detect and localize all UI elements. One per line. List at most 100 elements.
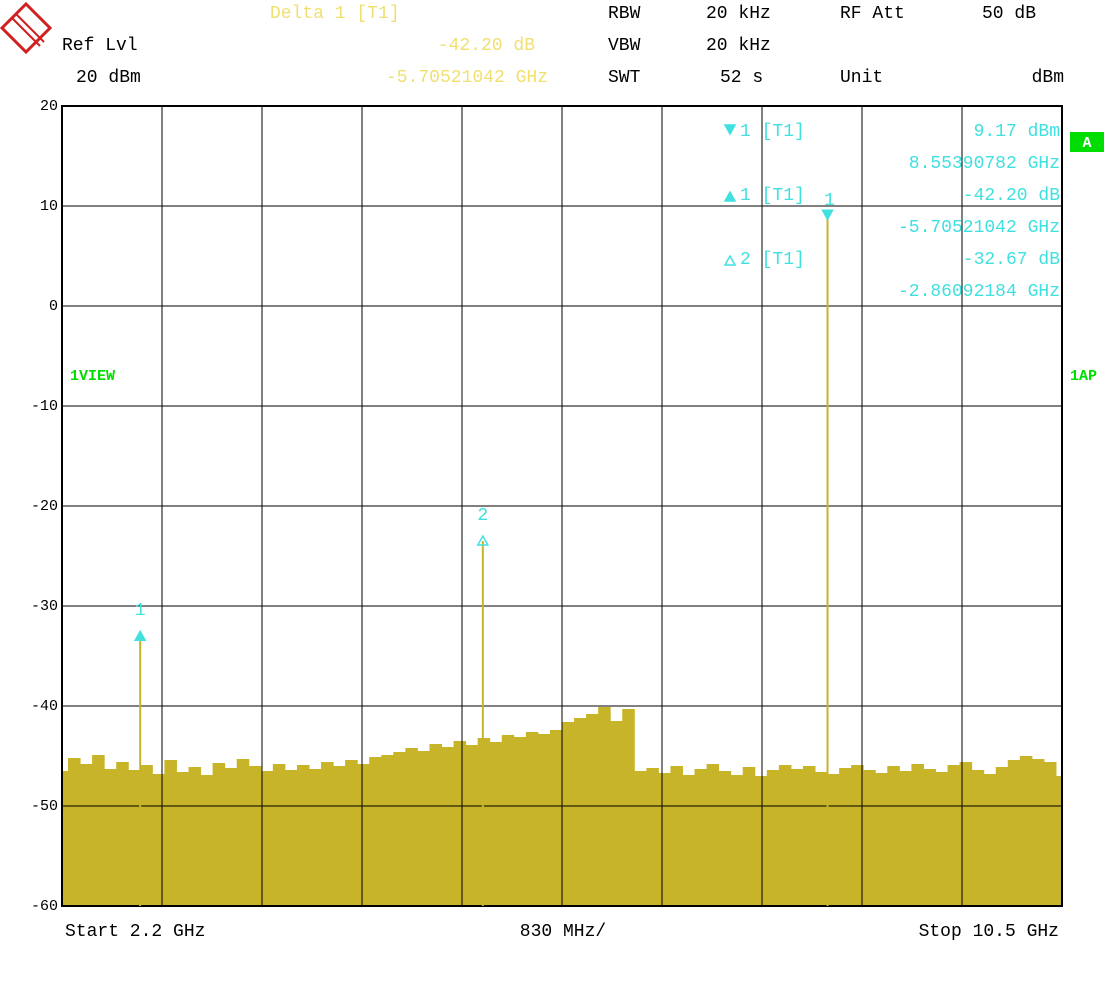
y-tick-label: 0: [49, 298, 58, 315]
trace-bin: [465, 745, 479, 906]
trace-bin: [1043, 762, 1057, 906]
trace-bin: [321, 762, 334, 906]
trace-bin: [670, 766, 683, 906]
trace-bin: [827, 774, 840, 906]
readout-icon: [723, 254, 737, 266]
trace-bin: [887, 766, 900, 906]
trace-bin: [68, 758, 81, 906]
trace-bin: [369, 757, 382, 906]
trace-bin: [586, 714, 599, 906]
trace-bin: [778, 765, 792, 906]
vbw-value: 20 kHz: [706, 36, 771, 56]
trace-bin: [417, 751, 430, 906]
trace: [62, 707, 1062, 906]
trace-bin: [658, 773, 671, 906]
trace-bin: [381, 755, 394, 906]
trace-bin: [357, 764, 370, 906]
marker: [133, 629, 147, 642]
trace-bin: [682, 775, 696, 906]
trace-bin: [248, 766, 262, 906]
marker-label: 2: [477, 506, 488, 526]
trace-bin: [453, 741, 467, 906]
trace-mode: 1AP: [1070, 368, 1097, 385]
delta-freq: -5.70521042 GHz: [386, 68, 548, 88]
trace-bin: [212, 763, 226, 906]
readout-name: 2 [T1]: [740, 250, 805, 270]
vbw-label: VBW: [608, 36, 641, 56]
trace-bin: [935, 772, 949, 906]
rbw-value: 20 kHz: [706, 4, 771, 24]
trace-tag-box: [1070, 132, 1104, 152]
marker-label: 1: [135, 601, 146, 621]
trace-bin: [477, 738, 491, 906]
trace-bin: [140, 765, 153, 906]
trace-bin: [1007, 760, 1021, 906]
unit-value: dBm: [1032, 68, 1064, 88]
trace-bin: [272, 764, 286, 906]
trace-bin: [345, 760, 358, 906]
rbw-label: RBW: [608, 4, 641, 24]
trace-bin: [802, 766, 816, 906]
trace-bin: [128, 770, 141, 906]
trace-bin: [790, 769, 804, 906]
readout-freq: 8.55390782 GHz: [909, 154, 1060, 174]
trace-bin: [1055, 776, 1062, 906]
start-label: Start 2.2 GHz: [65, 922, 205, 942]
y-tick-label: -10: [31, 398, 58, 415]
plot: 20 10 0 -10 -20 -30 -40 -50 -60 1 2 1 1 [T1] 9.17 dBm…: [31, 98, 1063, 915]
trace-bin: [574, 718, 587, 906]
trace-bin: [224, 768, 238, 906]
plot-border: [61, 105, 1063, 907]
trace-bin: [730, 775, 744, 906]
trace-bin: [815, 772, 828, 906]
y-tick-label: -30: [31, 598, 58, 615]
rf-att-label: RF Att: [840, 4, 905, 24]
trace-bin: [405, 748, 418, 906]
trace-bin: [875, 773, 888, 906]
readout-name: 1 [T1]: [740, 186, 805, 206]
trace-bin: [706, 764, 720, 906]
trace-bin: [525, 732, 539, 906]
marker: [476, 534, 490, 546]
marker-label: 1: [824, 191, 835, 211]
trace-bin: [176, 772, 190, 906]
stop-label: Stop 10.5 GHz: [919, 922, 1059, 942]
trace-bin: [851, 765, 864, 906]
trace-bin: [947, 765, 961, 906]
trace-bin: [766, 770, 780, 906]
trace-bin: [911, 764, 924, 906]
trace-bin: [899, 771, 912, 906]
span-label: 830 MHz/: [520, 922, 606, 942]
y-tick-label: -50: [31, 798, 58, 815]
readout-freq: -2.86092184 GHz: [898, 282, 1060, 302]
readout-icon: [723, 124, 737, 136]
trace-bin: [284, 770, 298, 906]
trace-bin: [296, 765, 310, 906]
y-tick-label: 20: [40, 98, 58, 115]
trace-bin: [308, 769, 322, 906]
trace-bin: [333, 766, 346, 906]
unit-label: Unit: [840, 68, 883, 88]
trace-bin: [971, 770, 985, 906]
trace-bin: [429, 744, 443, 906]
trace-bin: [1031, 759, 1045, 906]
readout-level: 9.17 dBm: [974, 122, 1060, 142]
trace-bin: [754, 776, 768, 906]
trace-bin: [104, 769, 117, 906]
trace-bin: [513, 737, 527, 906]
readout-name: 1 [T1]: [740, 122, 805, 142]
y-tick-label: 10: [40, 198, 58, 215]
trace-bin: [537, 734, 551, 906]
trace-bin: [694, 769, 708, 906]
y-tick-label: -60: [31, 898, 58, 915]
trace-bin: [62, 771, 69, 906]
trace-bin: [983, 774, 997, 906]
trace-bin: [863, 770, 876, 906]
trace-bin: [164, 760, 177, 906]
trace-bin: [995, 767, 1009, 906]
readout-level: -32.67 dB: [963, 250, 1060, 270]
view-label: 1VIEW: [70, 368, 115, 385]
trace-bin: [923, 769, 936, 906]
y-tick-label: -40: [31, 698, 58, 715]
trace-bin: [92, 755, 105, 906]
